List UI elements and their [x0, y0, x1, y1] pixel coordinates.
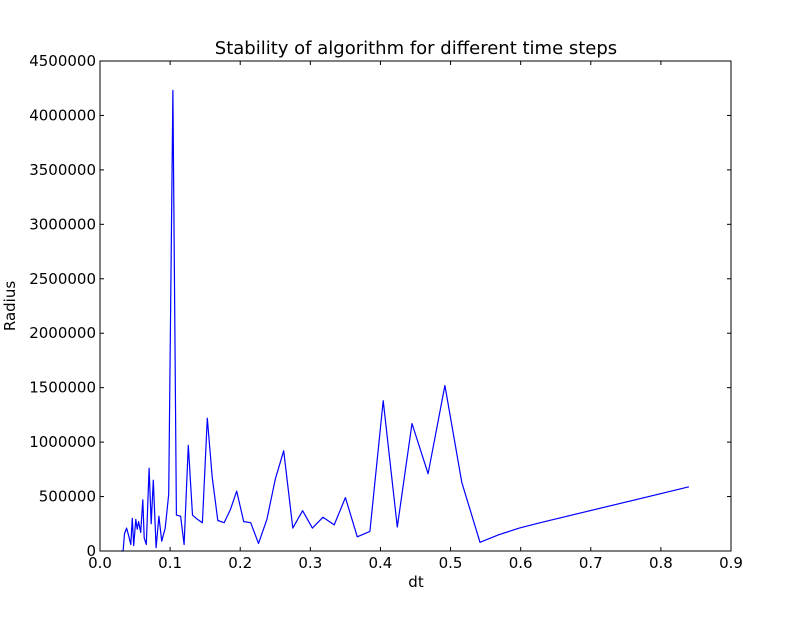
y-tick-label: 1500000 [29, 379, 96, 397]
x-tick-label: 0.8 [649, 554, 673, 572]
y-tick-label: 3500000 [29, 161, 96, 179]
y-axis-label: Radius [1, 281, 19, 331]
chart-title: Stability of algorithm for different tim… [215, 38, 617, 59]
x-tick-label: 0.4 [369, 554, 393, 572]
x-tick-label: 0.0 [88, 554, 112, 572]
x-axis: 0.0 0.1 0.2 0.3 0.4 0.5 0.6 0.7 0.8 0.9 [88, 61, 743, 572]
y-tick-label: 0 [86, 542, 96, 560]
x-tick-label: 0.6 [509, 554, 533, 572]
x-tick-label: 0.7 [579, 554, 603, 572]
x-tick-label: 0.1 [158, 554, 182, 572]
y-tick-label: 3000000 [29, 215, 96, 233]
y-tick-label: 2000000 [29, 324, 96, 342]
x-tick-label: 0.3 [298, 554, 322, 572]
series-line [121, 89, 690, 552]
x-tick-label: 0.2 [228, 554, 252, 572]
x-tick-label: 0.5 [439, 554, 463, 572]
y-tick-label: 2500000 [29, 270, 96, 288]
plot-frame [99, 60, 732, 552]
x-axis-label: dt [408, 573, 424, 591]
y-tick-label: 4500000 [29, 52, 96, 70]
y-tick-label: 1000000 [29, 433, 96, 451]
y-tick-label: 4000000 [29, 106, 96, 124]
x-tick-label: 0.9 [719, 554, 743, 572]
y-axis: 0 500000 1000000 1500000 2000000 2500000 30000… [29, 52, 731, 560]
plot-lines [121, 89, 690, 552]
y-tick-label: 500000 [39, 488, 96, 506]
